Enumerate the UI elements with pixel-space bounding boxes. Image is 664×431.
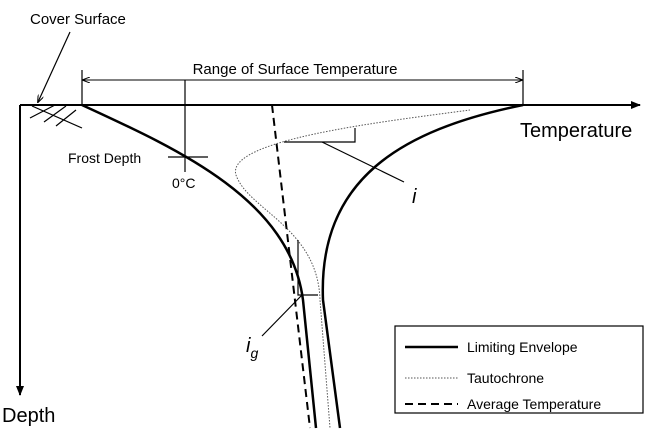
slope-pointer — [321, 141, 405, 183]
slope-pointer — [261, 294, 303, 337]
slope-ig-label: ig — [246, 335, 258, 361]
slope-i-label: i — [412, 186, 417, 208]
legend-label: Limiting Envelope — [467, 339, 578, 355]
zero-label: 0°C — [172, 175, 196, 191]
slope-triangle — [297, 240, 318, 296]
average-temperature — [271, 104, 311, 429]
cover-surface-label: Cover Surface — [30, 11, 126, 28]
legend-label: Tautochrone — [467, 370, 544, 386]
slope-triangle — [284, 128, 356, 143]
temperature-label: Temperature — [520, 120, 632, 142]
limiting-envelope — [321, 103, 524, 429]
legend-box — [394, 325, 644, 414]
depth-label: Depth — [2, 405, 55, 427]
frost-depth-label: Frost Depth — [68, 150, 141, 166]
cover-hatch — [29, 104, 83, 129]
cover-pointer — [38, 31, 71, 102]
ig-sub: g — [250, 345, 258, 361]
limiting-envelope — [81, 103, 318, 429]
tautochrone — [235, 109, 471, 429]
range-label: Range of Surface Temperature — [193, 61, 398, 78]
legend-label: Average Temperature — [467, 396, 601, 412]
ig-main: i — [246, 335, 251, 357]
